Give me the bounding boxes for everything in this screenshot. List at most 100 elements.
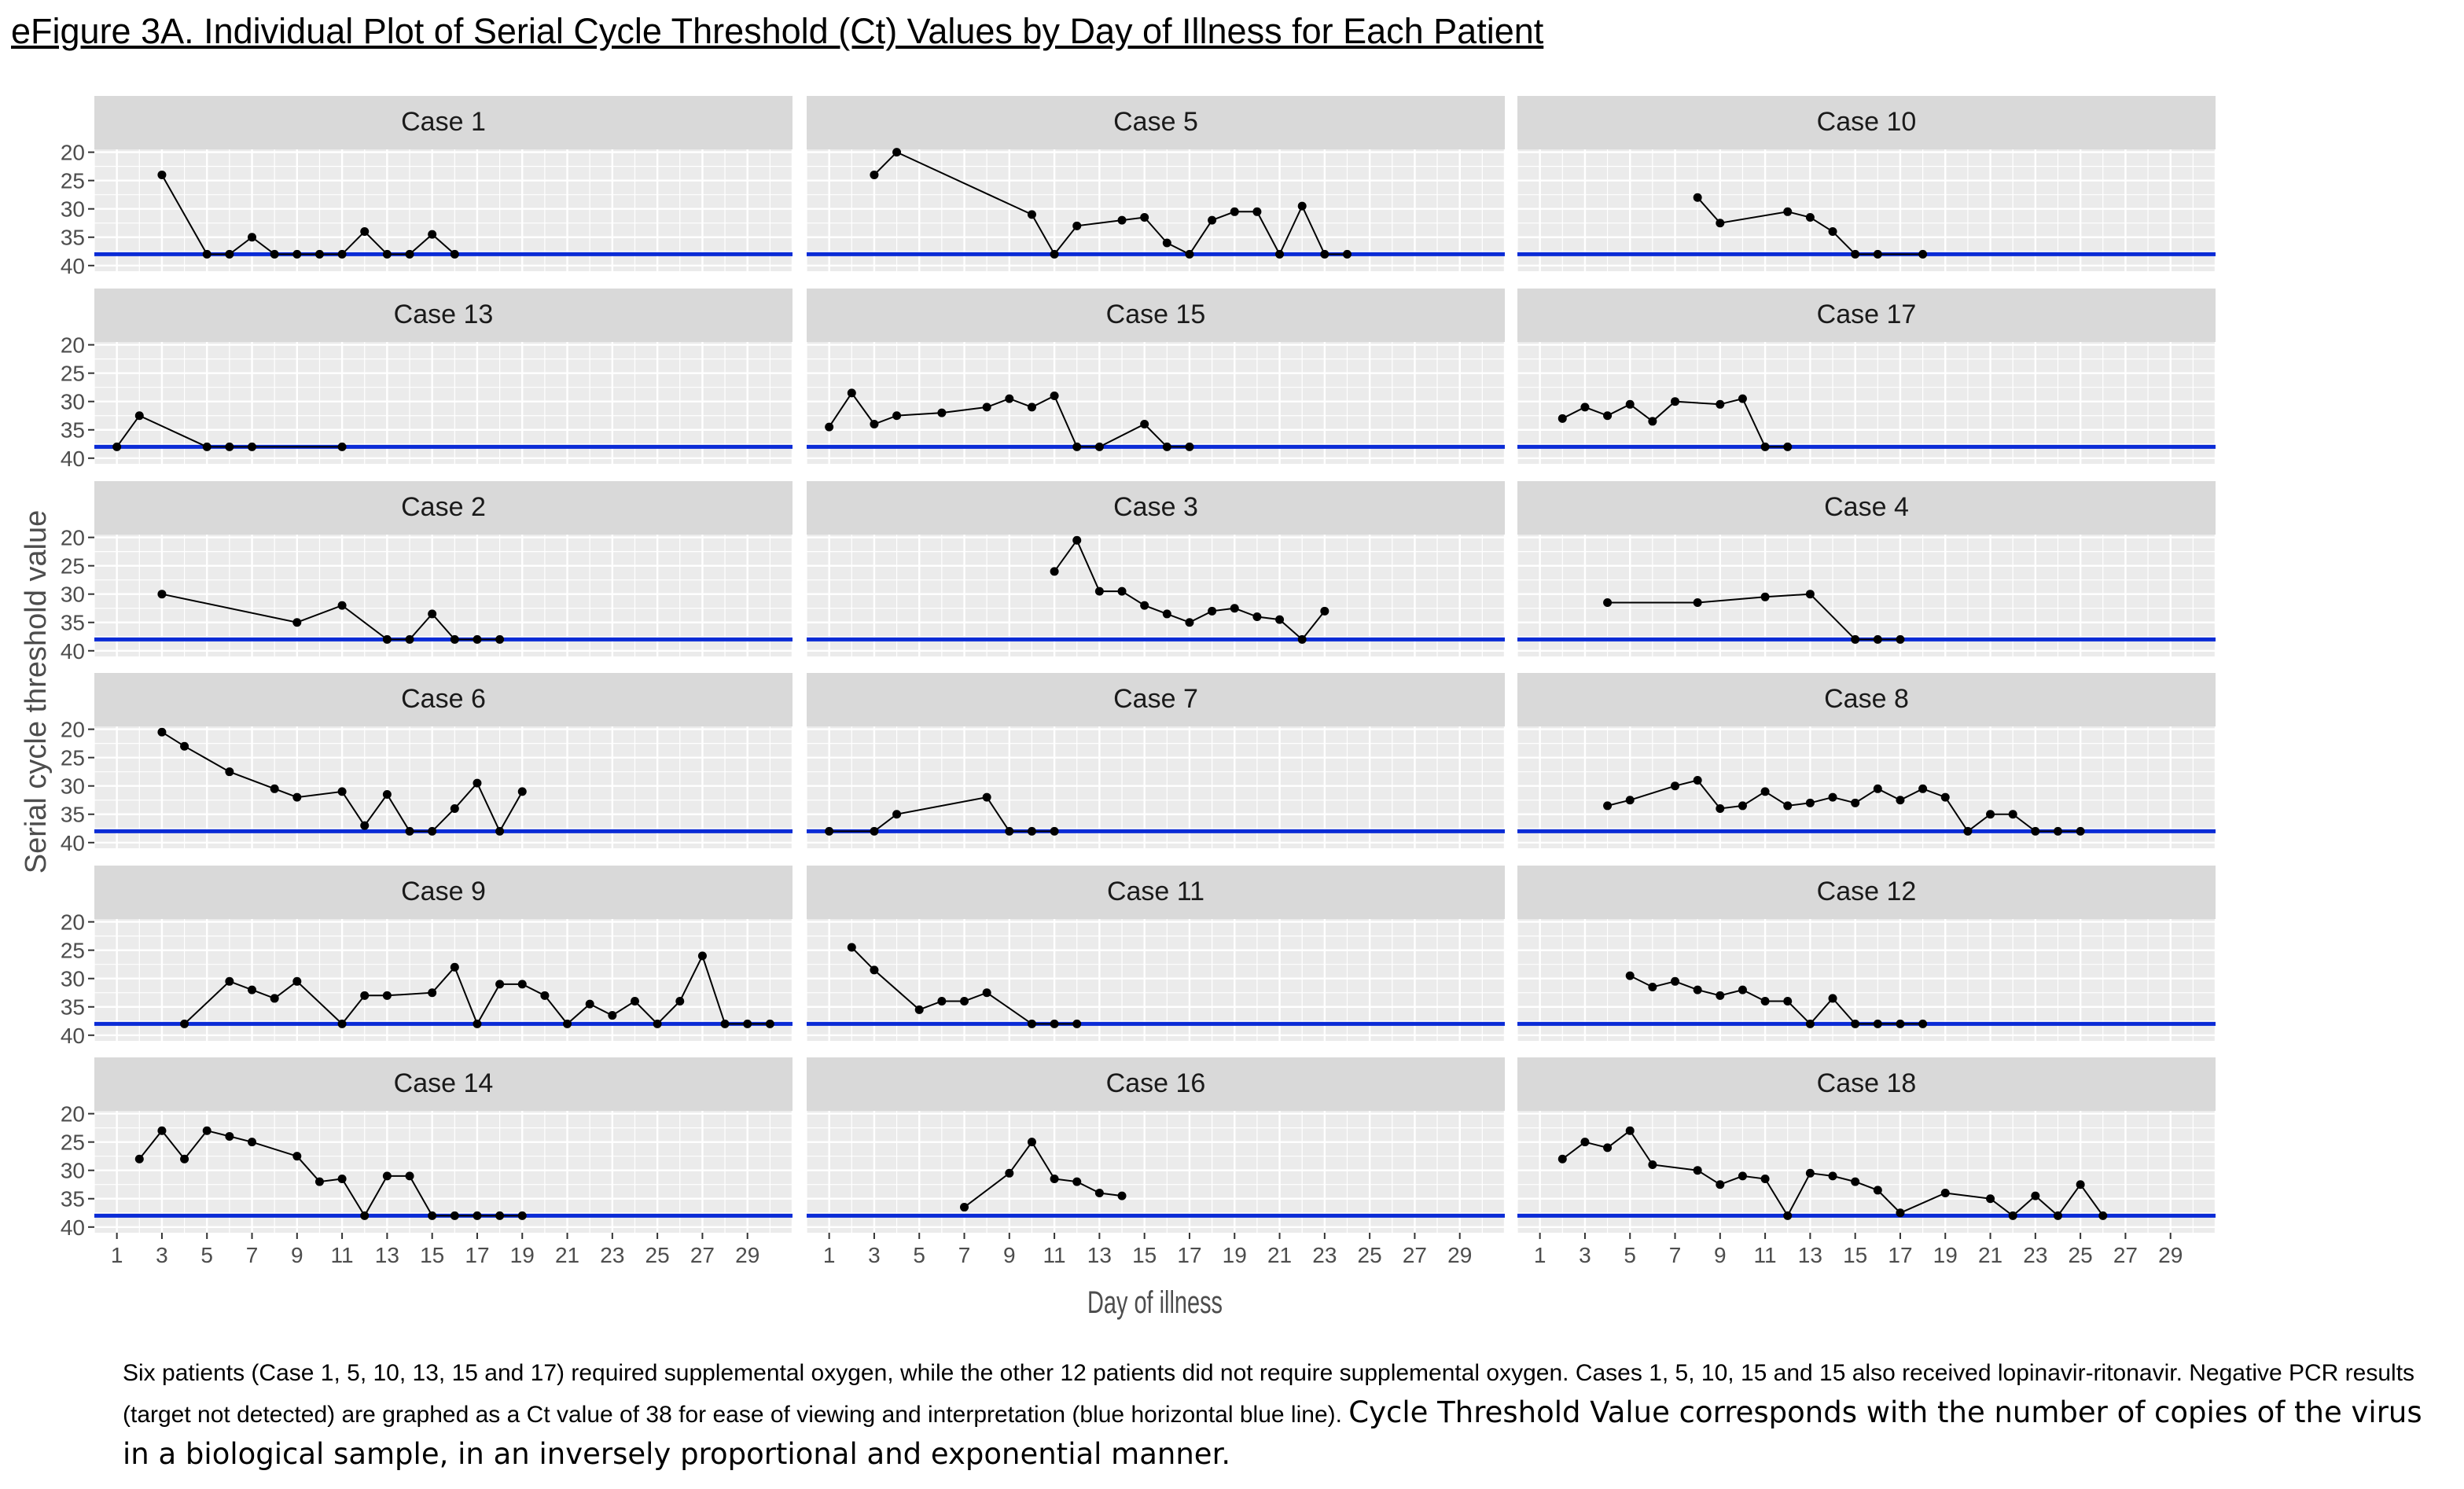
x-tick-label: 27 [1403,1243,1427,1267]
y-tick-label: 40 [61,254,85,278]
data-point [1828,994,1837,1003]
data-point [1050,391,1059,400]
x-tick-label: 7 [246,1243,259,1267]
x-tick-label: 21 [1978,1243,2002,1267]
data-point [428,1211,437,1220]
data-point [1072,221,1082,230]
data-point [1297,634,1307,644]
data-point [382,991,392,1000]
data-point [1094,1189,1104,1198]
x-tick-label: 25 [1358,1243,1382,1267]
data-point [248,442,257,451]
data-point [1625,399,1635,409]
data-point [1117,1191,1127,1200]
data-point [1783,997,1793,1006]
plot-background [807,919,1505,1041]
data-point [765,1019,774,1028]
data-point [1783,442,1793,451]
facet-title: Case 13 [394,300,494,329]
x-tick-label: 9 [291,1243,303,1267]
data-point [517,980,527,989]
data-point [337,442,347,451]
data-point [2031,826,2040,836]
data-point [1050,826,1059,836]
data-point [960,997,969,1006]
data-point [1185,618,1194,627]
y-tick-label: 40 [61,1215,85,1240]
data-point [1320,606,1329,616]
y-tick-label: 25 [61,169,85,193]
data-point [473,1211,482,1220]
data-point [517,787,527,796]
y-tick-label: 30 [61,583,85,607]
data-point [382,249,392,259]
data-point [495,980,505,989]
data-point [292,1152,302,1161]
facet-panel: Case 1 20 25 30 35 40 [61,96,794,278]
data-point [1275,249,1285,259]
data-point [1005,1168,1014,1178]
data-point [1208,606,1217,616]
data-point [870,826,879,836]
data-point [1342,249,1352,259]
data-point [1693,193,1702,202]
y-tick-label: 30 [61,967,85,991]
data-point [1851,798,1860,807]
data-point [1716,219,1725,228]
data-point [1162,238,1171,248]
facet-strip [1517,1057,2216,1111]
data-point [1760,1175,1770,1184]
data-point [1851,1019,1860,1028]
y-tick-label: 30 [61,1159,85,1183]
data-point [1873,249,1882,259]
y-tick-label: 35 [61,995,85,1020]
data-point [1805,590,1815,599]
caption-text: Six patients (Case 1, 5, 10, 13, 15 and … [123,1360,2415,1428]
data-point [337,1175,347,1184]
facet-strip [94,289,793,342]
facet-title: Case 3 [1113,492,1198,522]
plot-background [807,1111,1505,1233]
data-point [1005,826,1014,836]
data-point [270,249,279,259]
x-tick-label: 3 [868,1243,881,1267]
data-point [134,1154,144,1164]
x-tick-label: 29 [1447,1243,1472,1267]
data-point [1050,249,1059,259]
data-point [270,994,279,1003]
data-point [1986,1194,1995,1204]
data-point [1805,798,1815,807]
data-point [202,1126,211,1135]
data-point [2008,1211,2017,1220]
data-point [1625,1126,1635,1135]
plot-background [94,149,793,271]
facet-strip [807,673,1505,726]
data-point [1320,249,1329,259]
data-point [1252,207,1262,216]
data-point [1140,420,1149,429]
data-point [697,951,707,961]
data-point [1986,810,1995,819]
data-point [428,609,437,619]
x-tick-label: 19 [1933,1243,1958,1267]
data-point [825,422,834,432]
data-point [937,408,947,417]
data-point [157,727,167,737]
facet-title: Case 4 [1824,492,1909,522]
y-tick-label: 20 [61,910,85,935]
data-point [1940,1189,1950,1198]
data-point [428,826,437,836]
data-point [1072,535,1082,545]
x-tick-label: 5 [1624,1243,1636,1267]
facet-title: Case 6 [401,684,486,714]
y-tick-label: 25 [61,554,85,579]
data-point [1783,801,1793,811]
data-point [428,988,437,998]
data-point [1873,1019,1882,1028]
data-point [450,962,459,972]
data-point [450,1211,459,1220]
data-point [337,787,347,796]
data-point [2098,1211,2108,1220]
y-tick-label: 40 [61,831,85,855]
